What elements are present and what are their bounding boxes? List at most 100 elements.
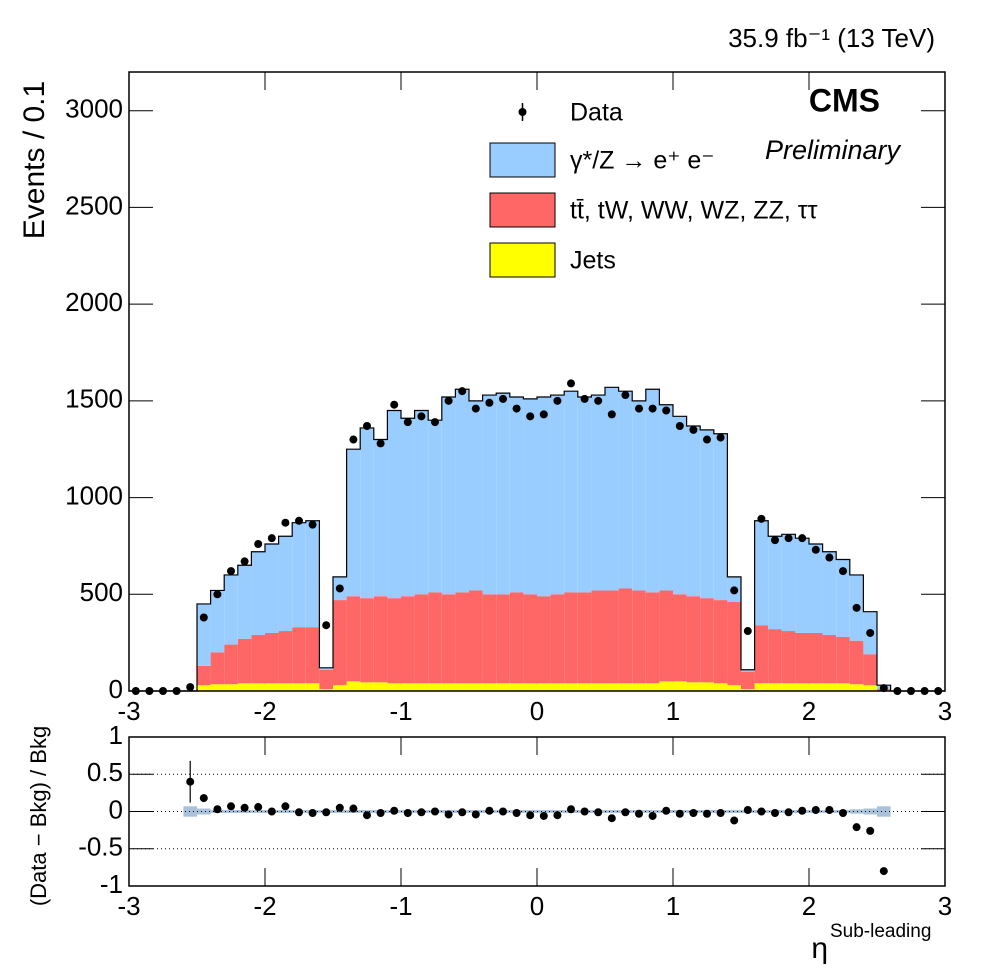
stack-bar bbox=[455, 389, 469, 593]
legend-label: Data bbox=[570, 99, 623, 127]
stack-bar bbox=[496, 594, 510, 684]
stack-bar bbox=[441, 396, 456, 595]
stack-bar bbox=[863, 685, 877, 691]
ratio-point bbox=[267, 807, 276, 816]
data-point bbox=[825, 553, 834, 562]
ratio-point bbox=[743, 806, 752, 815]
x-axis-label: η bbox=[811, 932, 828, 965]
data-point bbox=[811, 545, 820, 554]
stack-bar bbox=[482, 395, 497, 595]
data-point bbox=[757, 514, 766, 523]
x-tick-label: -1 bbox=[389, 696, 412, 726]
stack-bar bbox=[836, 683, 850, 691]
stack-bar bbox=[863, 654, 877, 686]
ratio-point bbox=[335, 803, 344, 812]
stack-bar bbox=[632, 683, 646, 691]
stack-bar bbox=[686, 425, 701, 597]
stack-bar bbox=[836, 636, 850, 684]
uncertainty-band bbox=[863, 808, 877, 815]
stack-bar bbox=[686, 596, 701, 683]
ratio-point bbox=[254, 803, 263, 812]
ratio-point bbox=[349, 804, 358, 813]
ratio-point bbox=[675, 809, 684, 818]
plot-frame bbox=[128, 736, 946, 887]
x-tick-label: -3 bbox=[117, 696, 140, 726]
data-point bbox=[866, 628, 875, 637]
stack-bar bbox=[618, 391, 633, 589]
stack-bar bbox=[305, 520, 320, 628]
stack-bar bbox=[822, 683, 837, 691]
stack-bar bbox=[387, 683, 401, 691]
stack-bar bbox=[795, 538, 809, 633]
stack-bar bbox=[809, 543, 823, 633]
stack-bar bbox=[401, 683, 415, 691]
stack-bar bbox=[509, 683, 524, 691]
stack-bar bbox=[305, 683, 320, 691]
stack-bar bbox=[577, 683, 592, 691]
ratio-point bbox=[811, 806, 820, 815]
data-point bbox=[730, 586, 739, 595]
uncertainty-band bbox=[849, 809, 864, 814]
ratio-point bbox=[281, 802, 290, 811]
stack-bar bbox=[197, 603, 211, 666]
data-point bbox=[254, 539, 263, 548]
stack-bar bbox=[237, 638, 252, 684]
stack-bar bbox=[414, 594, 429, 684]
data-point bbox=[295, 516, 303, 525]
stack-bar bbox=[673, 594, 687, 682]
data-point bbox=[335, 584, 344, 593]
stack-bar bbox=[741, 669, 755, 672]
stack-bar bbox=[645, 592, 660, 684]
data-point bbox=[648, 404, 657, 413]
stack-bar bbox=[605, 387, 619, 591]
data-point bbox=[512, 404, 521, 413]
ratio-point bbox=[471, 810, 480, 819]
ratio-point bbox=[322, 808, 331, 817]
ratio-point bbox=[635, 809, 643, 818]
stack-bar bbox=[237, 565, 252, 639]
stack-bar bbox=[632, 400, 646, 591]
uncertainty-band bbox=[197, 808, 211, 815]
ratio-point bbox=[784, 808, 793, 817]
legend-label: Jets bbox=[570, 247, 616, 275]
stack-bar bbox=[537, 683, 551, 691]
stack-bar bbox=[605, 590, 619, 684]
data-point bbox=[403, 418, 412, 427]
stack-bar bbox=[319, 669, 333, 690]
stack-bar bbox=[455, 683, 469, 691]
data-point bbox=[471, 404, 480, 413]
stack-bar bbox=[713, 433, 728, 601]
stack-bar bbox=[537, 396, 551, 597]
uncertainty-band bbox=[605, 810, 619, 813]
stack-bar bbox=[550, 594, 565, 684]
data-point bbox=[771, 536, 779, 545]
stack-bar bbox=[564, 683, 578, 691]
x-tick-label: -2 bbox=[253, 891, 276, 921]
stack-bar bbox=[360, 427, 374, 599]
stack-bar bbox=[319, 689, 333, 691]
stack-bar bbox=[224, 644, 238, 685]
stack-bar bbox=[360, 682, 374, 691]
stack-bar bbox=[795, 683, 809, 691]
data-point bbox=[376, 439, 385, 448]
ratio-point bbox=[798, 806, 807, 815]
ratio-point bbox=[403, 808, 412, 817]
y-tick-label: 0.5 bbox=[87, 757, 123, 787]
data-point bbox=[675, 421, 684, 430]
data-point bbox=[199, 613, 208, 622]
data-point bbox=[716, 433, 725, 442]
stack-bar bbox=[278, 631, 293, 684]
uncertainty-band bbox=[224, 810, 238, 813]
legend-label: γ*/Z → e⁺ e⁻ bbox=[570, 147, 714, 175]
y-tick-label: 2500 bbox=[65, 190, 123, 220]
data-point bbox=[553, 396, 562, 405]
x-tick-label: 2 bbox=[802, 891, 816, 921]
stack-bar bbox=[210, 684, 225, 691]
stack-bar bbox=[197, 665, 211, 686]
x-tick-label: 0 bbox=[530, 891, 544, 921]
data-point bbox=[499, 394, 507, 403]
uncertainty-band bbox=[877, 806, 891, 817]
data-point bbox=[539, 410, 548, 419]
stack-bar bbox=[754, 625, 769, 684]
